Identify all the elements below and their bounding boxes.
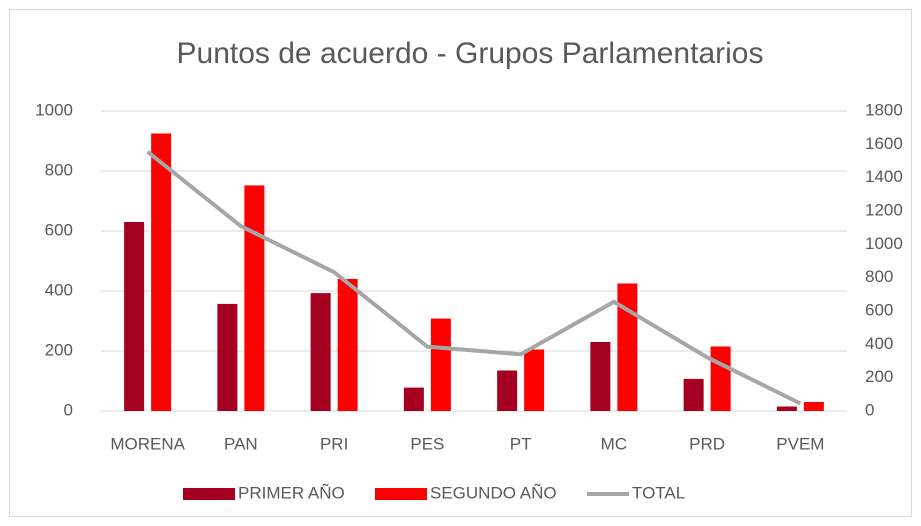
bar	[217, 303, 238, 411]
y2-tick-label: 1800	[865, 100, 903, 119]
y-tick-label: 800	[45, 160, 73, 179]
legend-swatch	[375, 488, 427, 500]
bar	[710, 346, 731, 411]
x-tick-label: PAN	[224, 434, 258, 453]
y-tick-label: 0	[64, 400, 73, 419]
y-tick-label: 400	[45, 280, 73, 299]
bar	[310, 293, 331, 411]
x-tick-label: PES	[410, 434, 444, 453]
x-tick-label: MC	[601, 434, 627, 453]
y2-tick-label: 600	[865, 300, 893, 319]
line	[146, 150, 802, 406]
legend-label: PRIMER AÑO	[238, 483, 345, 502]
chart-title: Puntos de acuerdo - Grupos Parlamentario…	[177, 37, 764, 70]
y-tick-label: 200	[45, 340, 73, 359]
bar	[244, 185, 265, 411]
bar	[776, 406, 797, 411]
bar	[497, 370, 518, 411]
bar	[617, 283, 638, 411]
y2-tick-label: 1200	[865, 200, 903, 219]
bar	[524, 349, 545, 411]
y2-tick-label: 200	[865, 367, 893, 386]
y2-tick-label: 800	[865, 267, 893, 286]
bar	[403, 387, 424, 411]
x-tick-label: MORENA	[110, 434, 185, 453]
y2-tick-label: 1600	[865, 134, 903, 153]
bar	[803, 402, 824, 411]
bar	[430, 318, 451, 411]
bar	[124, 222, 145, 411]
y2-tick-label: 0	[865, 400, 874, 419]
bar	[151, 133, 172, 411]
y2-tick-label: 400	[865, 334, 893, 353]
y-tick-label: 1000	[35, 100, 73, 119]
legend-swatch	[183, 488, 235, 500]
bar	[337, 279, 358, 411]
x-tick-label: PRI	[320, 434, 348, 453]
legend-label: TOTAL	[632, 483, 685, 502]
y2-tick-label: 1400	[865, 167, 903, 186]
x-tick-label: PVEM	[776, 434, 824, 453]
legend-label: SEGUNDO AÑO	[430, 483, 557, 502]
y2-tick-label: 1000	[865, 234, 903, 253]
bar	[683, 378, 704, 411]
x-tick-label: PT	[510, 434, 532, 453]
y-tick-label: 600	[45, 220, 73, 239]
x-tick-label: PRD	[689, 434, 725, 453]
bar	[590, 342, 611, 411]
